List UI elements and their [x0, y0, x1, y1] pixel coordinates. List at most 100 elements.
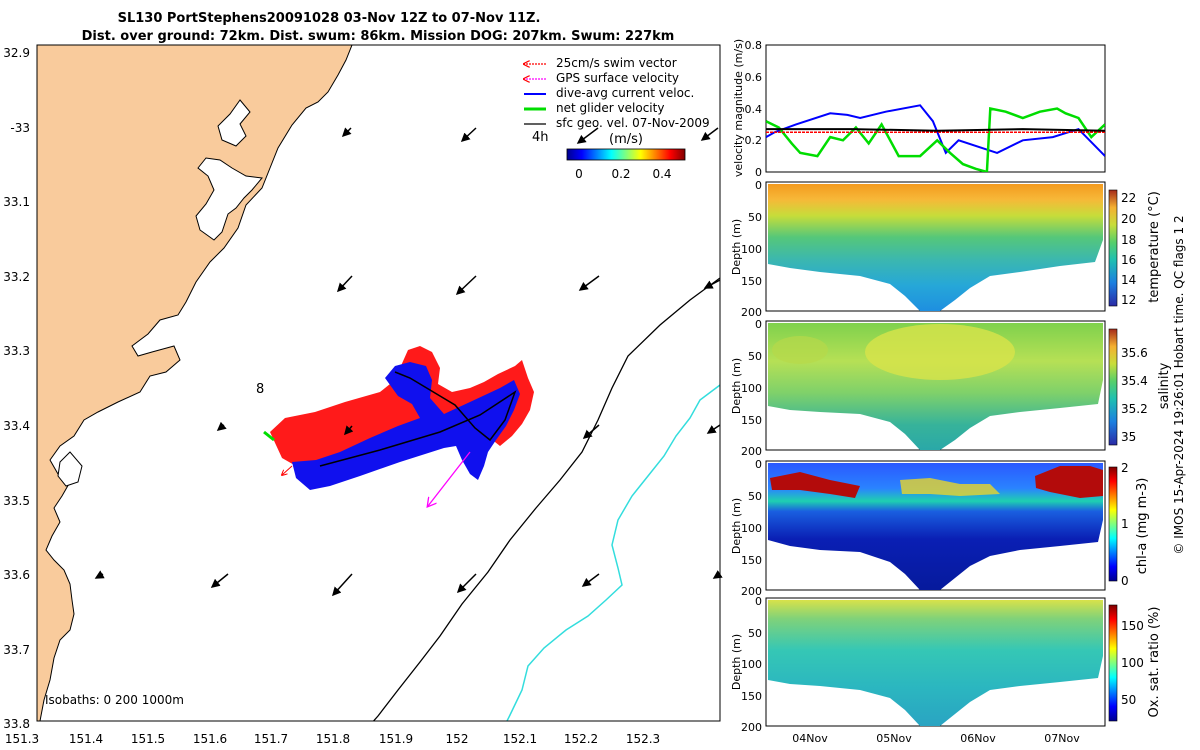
- temperature-ylabel: Depth (m): [730, 219, 743, 275]
- map-xtick: 152.2: [564, 732, 598, 746]
- vel-ytick: 0.8: [745, 39, 763, 52]
- map-x-ticks: 151.3 151.4 151.5 151.6 151.7 151.8 151.…: [5, 732, 660, 746]
- salinity-ytick: 0: [755, 318, 762, 331]
- geo-arrow: [341, 127, 352, 138]
- salinity-cbtick: 35: [1121, 430, 1136, 444]
- colorbar-tick: 0: [575, 167, 583, 181]
- red-arrow: [282, 465, 293, 475]
- salinity-fresh-patch: [772, 336, 828, 364]
- vel-ytick: 0.6: [745, 71, 763, 84]
- colorbar-tick: 0.4: [652, 167, 671, 181]
- velocity-y-ticks: 0 0.2 0.4 0.6 0.8: [745, 39, 763, 179]
- temperature-cbtick: 16: [1121, 253, 1136, 267]
- temperature-cbtick: 18: [1121, 233, 1136, 247]
- map-xtick: 151.3: [5, 732, 39, 746]
- geo-arrow: [460, 127, 477, 143]
- geo-arrow: [581, 573, 600, 587]
- temperature-field: [768, 184, 1103, 311]
- geo-arrow: [455, 275, 477, 296]
- annotation-4h: 4h: [532, 130, 549, 145]
- chl-mid: [900, 478, 1000, 496]
- legend-net: net glider velocity: [556, 101, 664, 115]
- map-y-ticks: 32.9 -33 33.1 33.2 33.3 33.4 33.5 33.6 3…: [3, 46, 30, 731]
- salinity-cblabel: salinity: [1157, 362, 1172, 409]
- map-ytick: 33.8: [3, 717, 30, 731]
- map-ytick: 33.4: [3, 419, 30, 433]
- chlorophyll-panel: 0 50 100 150 200 Depth (m) 0 1 2 chl-a (…: [730, 458, 1150, 598]
- isobath-1000: [506, 384, 720, 721]
- geo-arrow: [336, 275, 353, 293]
- temperature-cblabel: temperature (°C): [1147, 191, 1162, 303]
- map-xtick: 151.6: [193, 732, 227, 746]
- salinity-ytick: 50: [748, 350, 762, 363]
- salinity-cbtick: 35.2: [1121, 402, 1148, 416]
- colorbar-gradient: [566, 148, 686, 161]
- temperature-ytick: 100: [741, 243, 762, 256]
- oxygen-panel: 0 50 100 150 200 Depth (m) 50 100 150 Ox…: [730, 595, 1162, 745]
- inlet: [195, 157, 263, 241]
- geo-arrow: [344, 425, 354, 436]
- chlorophyll-cbtick: 2: [1121, 461, 1129, 475]
- velocity-series-3: [766, 128, 1105, 132]
- map-panel: 8 Isobaths: 0 200 1000m 25cm/s swim vect…: [3, 44, 723, 746]
- temperature-colorbar: [1108, 189, 1118, 307]
- temperature-ytick: 200: [741, 306, 762, 319]
- oxygen-ylabel: Depth (m): [730, 634, 743, 690]
- legend-gps: GPS surface velocity: [556, 71, 679, 85]
- salinity-field: [768, 323, 1103, 450]
- temperature-cbtick: 20: [1121, 212, 1136, 226]
- time-tick: 04Nov: [792, 732, 828, 745]
- map-xtick: 152.3: [626, 732, 660, 746]
- estuary: [217, 99, 251, 147]
- lake: [57, 451, 83, 487]
- salinity-ytick: 200: [741, 445, 762, 458]
- time-tick: 07Nov: [1044, 732, 1080, 745]
- oxygen-cblabel: Ox. sat. ratio (%): [1147, 607, 1162, 718]
- oxygen-ytick: 200: [741, 721, 762, 734]
- geo-arrow: [578, 275, 600, 291]
- vel-ytick: 0: [755, 166, 762, 179]
- map-xtick: 151.9: [379, 732, 413, 746]
- chlorophyll-colorbar: [1108, 466, 1118, 582]
- velocity-ylabel: velocity magnitude (m/s): [732, 39, 745, 177]
- temperature-cbtick: 22: [1121, 191, 1136, 205]
- temperature-ytick: 0: [755, 179, 762, 192]
- geo-arrow: [331, 573, 353, 597]
- chlorophyll-ylabel: Depth (m): [730, 498, 743, 554]
- chl-max-east: [1035, 466, 1103, 498]
- map-frame: [36, 44, 721, 722]
- coastline-land: [37, 45, 353, 721]
- map-ytick: 33.2: [3, 270, 30, 284]
- oxygen-ytick: 100: [741, 658, 762, 671]
- oxygen-ytick: 50: [748, 627, 762, 640]
- geo-arrow: [703, 279, 721, 289]
- geo-arrow: [94, 570, 105, 579]
- geo-arrow: [706, 424, 721, 434]
- colorbar-title: (m/s): [609, 132, 643, 147]
- map-xtick: 151.7: [254, 732, 288, 746]
- salinity-ytick: 150: [741, 414, 762, 427]
- oxygen-ytick: 150: [741, 690, 762, 703]
- glider-track: [263, 346, 534, 506]
- title-line1: SL130 PortStephens20091028 03-Nov 12Z to…: [118, 11, 541, 26]
- time-tick: 06Nov: [960, 732, 996, 745]
- map-xtick: 152: [446, 732, 469, 746]
- isobath-200: [372, 277, 720, 721]
- temperature-ytick: 50: [748, 211, 762, 224]
- gps-velocity-arrow: [428, 451, 471, 506]
- map-ytick: 33.3: [3, 344, 30, 358]
- map-ytick: 33.6: [3, 568, 30, 582]
- geo-arrow: [712, 570, 723, 579]
- geo-arrow: [216, 421, 227, 431]
- time-tick: 05Nov: [876, 732, 912, 745]
- map-xtick: 151.5: [131, 732, 165, 746]
- vel-ytick: 0.4: [745, 103, 763, 116]
- geo-arrow: [210, 573, 229, 588]
- chlorophyll-cblabel: chl-a (mg m-3): [1135, 478, 1150, 575]
- oxygen-cbtick: 100: [1121, 656, 1144, 670]
- velocity-frame: [765, 44, 1106, 173]
- velocity-panel: 0 0.2 0.4 0.6 0.8 velocity magnitude (m/…: [732, 39, 1106, 179]
- velocity-lines: [766, 104, 1105, 172]
- salinity-cbtick: 35.4: [1121, 374, 1148, 388]
